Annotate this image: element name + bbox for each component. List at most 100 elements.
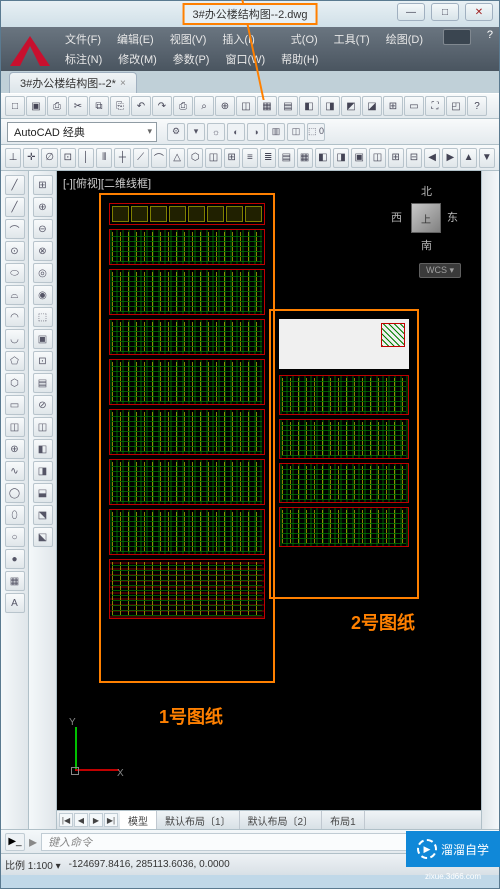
draw-tool-5[interactable]: ⌓ [5, 285, 25, 305]
draw-tool-8[interactable]: ⬠ [5, 351, 25, 371]
close-button[interactable]: ✕ [465, 3, 493, 21]
compass-east[interactable]: 东 [447, 209, 458, 225]
layer-tool-2[interactable]: ⊖ [33, 219, 53, 239]
workspace-combo[interactable]: AutoCAD 经典 [7, 122, 157, 142]
minimize-button[interactable]: — [397, 3, 425, 21]
document-tab-close-icon[interactable]: × [120, 78, 126, 89]
menu-file[interactable]: 文件(F) [57, 29, 109, 49]
modify-button-22[interactable]: ⊟ [406, 148, 422, 168]
layout-tab-3[interactable]: 布局1 [322, 811, 365, 830]
draw-tool-15[interactable]: ⬯ [5, 505, 25, 525]
layout-tab-model[interactable]: 模型 [120, 811, 157, 830]
draw-tool-13[interactable]: ∿ [5, 461, 25, 481]
modify-button-7[interactable]: ⟋ [133, 148, 149, 168]
modify-button-10[interactable]: ⬡ [187, 148, 203, 168]
toolbar-button-2[interactable]: ⎙ [47, 96, 67, 116]
toolbar-button-0[interactable]: □ [5, 96, 25, 116]
draw-tool-3[interactable]: ⊙ [5, 241, 25, 261]
draw-tool-0[interactable]: ╱ [5, 175, 25, 195]
menu-tools[interactable]: 工具(T) [326, 29, 378, 49]
compass-north[interactable]: 北 [421, 183, 432, 199]
layer-tool-14[interactable]: ⬓ [33, 483, 53, 503]
toolbar-button-21[interactable]: ◰ [446, 96, 466, 116]
draw-tool-7[interactable]: ◡ [5, 329, 25, 349]
menu-view[interactable]: 视图(V) [162, 29, 215, 49]
modify-button-14[interactable]: ≣ [260, 148, 276, 168]
modify-button-5[interactable]: ⫴ [96, 148, 112, 168]
layer-tool-5[interactable]: ◉ [33, 285, 53, 305]
toolbar-button-20[interactable]: ⛶ [425, 96, 445, 116]
menu-parametric[interactable]: 参数(P) [165, 49, 218, 69]
draw-tool-4[interactable]: ⬭ [5, 263, 25, 283]
toolbar-button-7[interactable]: ↷ [152, 96, 172, 116]
draw-tool-1[interactable]: ╱ [5, 197, 25, 217]
viewcube-top[interactable]: 上 [411, 203, 441, 233]
modify-button-13[interactable]: ≡ [242, 148, 258, 168]
draw-tool-10[interactable]: ▭ [5, 395, 25, 415]
ucs-icon[interactable]: Y X [67, 719, 127, 779]
draw-tool-16[interactable]: ○ [5, 527, 25, 547]
modify-button-0[interactable]: ⊥ [5, 148, 21, 168]
right-scrollbar[interactable] [481, 171, 499, 829]
document-tab[interactable]: 3#办公楼结构图--2* × [9, 72, 137, 93]
modify-button-20[interactable]: ◫ [369, 148, 385, 168]
draw-tool-6[interactable]: ◠ [5, 307, 25, 327]
layer-tool-15[interactable]: ⬔ [33, 505, 53, 525]
style-mini-6[interactable]: ◫ [287, 123, 305, 141]
menu-dimension[interactable]: 标注(N) [57, 49, 110, 69]
modify-button-23[interactable]: ◀ [424, 148, 440, 168]
toolbar-button-19[interactable]: ▭ [404, 96, 424, 116]
layout-nav-3[interactable]: ▶| [104, 813, 118, 827]
layer-tool-4[interactable]: ◎ [33, 263, 53, 283]
autocad-logo[interactable] [5, 31, 55, 71]
layer-tool-10[interactable]: ⊘ [33, 395, 53, 415]
style-mini-3[interactable]: ◐ [227, 123, 245, 141]
view-cube[interactable]: 北 南 东 西 上 [383, 179, 463, 259]
toolbar-button-1[interactable]: ▣ [26, 96, 46, 116]
toolbar-button-10[interactable]: ⊕ [215, 96, 235, 116]
layer-tool-7[interactable]: ▣ [33, 329, 53, 349]
style-mini-1[interactable]: ▾ [187, 123, 205, 141]
layer-tool-6[interactable]: ⬚ [33, 307, 53, 327]
modify-button-2[interactable]: ∅ [41, 148, 57, 168]
scale-display[interactable]: 比例 1:100 ▾ [5, 857, 61, 872]
menu-draw[interactable]: 绘图(D) [378, 29, 431, 49]
toolbar-button-15[interactable]: ◨ [320, 96, 340, 116]
layer-tool-13[interactable]: ◨ [33, 461, 53, 481]
layer-tool-16[interactable]: ⬕ [33, 527, 53, 547]
draw-tool-11[interactable]: ◫ [5, 417, 25, 437]
toolbar-button-3[interactable]: ✂ [68, 96, 88, 116]
layout-tab-1[interactable]: 默认布局〔1〕 [157, 811, 240, 830]
layer-tool-9[interactable]: ▤ [33, 373, 53, 393]
layout-nav-0[interactable]: |◀ [59, 813, 73, 827]
modify-button-8[interactable]: ⌒ [151, 148, 167, 168]
style-mini-0[interactable]: ⚙ [167, 123, 185, 141]
style-mini-4[interactable]: ◑ [247, 123, 265, 141]
toolbar-button-4[interactable]: ⧉ [89, 96, 109, 116]
layout-tab-2[interactable]: 默认布局〔2〕 [240, 811, 323, 830]
modify-button-16[interactable]: ▦ [297, 148, 313, 168]
modify-button-25[interactable]: ▲ [460, 148, 476, 168]
layer-tool-3[interactable]: ⊗ [33, 241, 53, 261]
modify-button-17[interactable]: ◧ [315, 148, 331, 168]
draw-tool-18[interactable]: ▦ [5, 571, 25, 591]
compass-south[interactable]: 南 [421, 237, 432, 253]
modify-button-19[interactable]: ▣ [351, 148, 367, 168]
modify-button-11[interactable]: ◫ [205, 148, 221, 168]
layout-nav-1[interactable]: ◀ [74, 813, 88, 827]
layer-tool-8[interactable]: ⊡ [33, 351, 53, 371]
viewport-label[interactable]: [-][俯视][二维线框] [63, 175, 151, 191]
toolbar-button-5[interactable]: ⎘ [110, 96, 130, 116]
modify-button-15[interactable]: ▤ [278, 148, 294, 168]
modify-button-18[interactable]: ◨ [333, 148, 349, 168]
menu-search-box[interactable] [443, 29, 471, 45]
toolbar-button-9[interactable]: ⌕ [194, 96, 214, 116]
layout-nav-2[interactable]: ▶ [89, 813, 103, 827]
toolbar-button-11[interactable]: ◫ [236, 96, 256, 116]
draw-tool-19[interactable]: A [5, 593, 25, 613]
modify-button-21[interactable]: ⊞ [388, 148, 404, 168]
modify-button-12[interactable]: ⊞ [224, 148, 240, 168]
maximize-button[interactable]: □ [431, 3, 459, 21]
help-icon[interactable]: ? [487, 29, 493, 41]
menu-modify[interactable]: 修改(M) [110, 49, 165, 69]
